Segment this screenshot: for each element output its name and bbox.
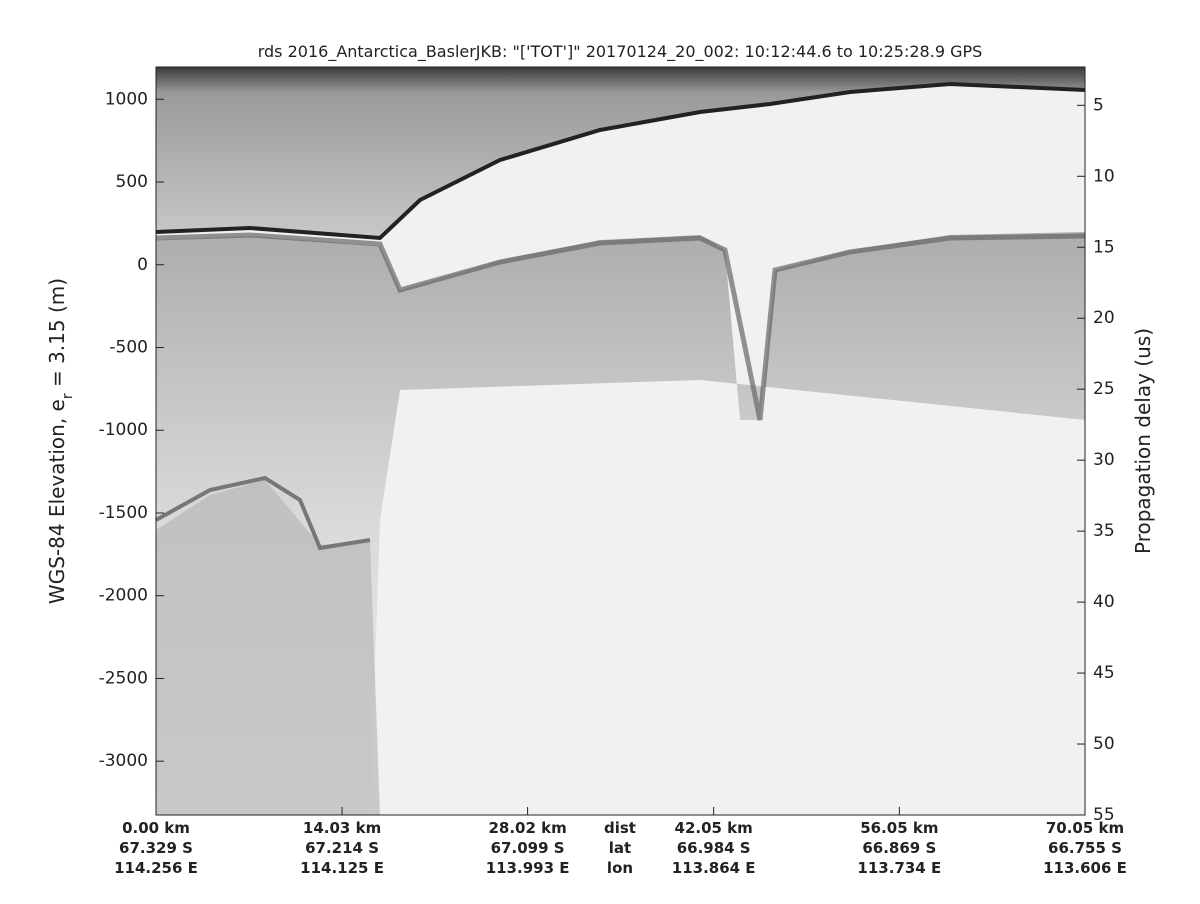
chart-title: rds 2016_Antarctica_BaslerJKB: "['TOT']"…	[258, 42, 983, 62]
lon-label: 113.993 E	[486, 859, 570, 877]
lon-label: 113.606 E	[1043, 859, 1127, 877]
y-axis-label-part: WGS-84 Elevation, e	[45, 399, 69, 604]
lon-label: 113.734 E	[857, 859, 941, 877]
x-tick-label: 28.02 km	[488, 819, 566, 837]
y-tick-label: -2500	[99, 668, 148, 688]
y-tick-label: 0	[137, 255, 148, 275]
y-tick-label: -2000	[99, 586, 148, 606]
plot-frame	[155, 66, 1086, 816]
y2-tick-label: 15	[1093, 237, 1115, 257]
y2-tick-label: 10	[1093, 166, 1115, 186]
y-tick-label: -3000	[99, 751, 148, 771]
x-tick-label: 14.03 km	[303, 819, 381, 837]
y2-tick-label: 20	[1093, 308, 1115, 328]
y-axis-label-part: = 3.15 (m)	[45, 278, 69, 393]
x-tick-label: 42.05 km	[675, 819, 753, 837]
x-tick-label: 0.00 km	[122, 819, 190, 837]
y2-tick-label: 25	[1093, 379, 1115, 399]
row-label: dist	[604, 819, 636, 837]
lat-label: 67.329 S	[119, 839, 193, 857]
y2-tick-label: 40	[1093, 592, 1115, 612]
lon-label: 114.256 E	[114, 859, 198, 877]
y-tick-label: 500	[116, 172, 148, 192]
y-axis-label-sub: r	[60, 393, 76, 399]
y-tick-label: -1000	[99, 420, 148, 440]
y-tick-label: 1000	[105, 89, 148, 109]
x-tick-label: 70.05 km	[1046, 819, 1124, 837]
y2-tick-label: 55	[1093, 805, 1115, 825]
lat-label: 67.214 S	[305, 839, 379, 857]
y2-tick-label: 50	[1093, 734, 1115, 754]
y-axis-label: WGS-84 Elevation, er = 3.15 (m)	[45, 278, 76, 604]
y2-tick-label: 45	[1093, 663, 1115, 683]
y2-tick-label: 35	[1093, 521, 1115, 541]
row-label: lat	[609, 839, 631, 857]
lat-label: 66.755 S	[1048, 839, 1122, 857]
y-tick-label: -500	[109, 338, 148, 358]
echogram-image	[155, 67, 1086, 815]
lat-label: 66.984 S	[677, 839, 751, 857]
y2-tick-label: 5	[1093, 95, 1104, 115]
y2-axis-label: Propagation delay (us)	[1131, 328, 1155, 554]
y-tick-label: -1500	[99, 503, 148, 523]
lon-label: 113.864 E	[672, 859, 756, 877]
lon-label: 114.125 E	[300, 859, 384, 877]
y2-tick-label: 30	[1093, 450, 1115, 470]
row-label: lon	[607, 859, 633, 877]
lat-label: 67.099 S	[491, 839, 565, 857]
lat-label: 66.869 S	[862, 839, 936, 857]
x-tick-label: 56.05 km	[860, 819, 938, 837]
